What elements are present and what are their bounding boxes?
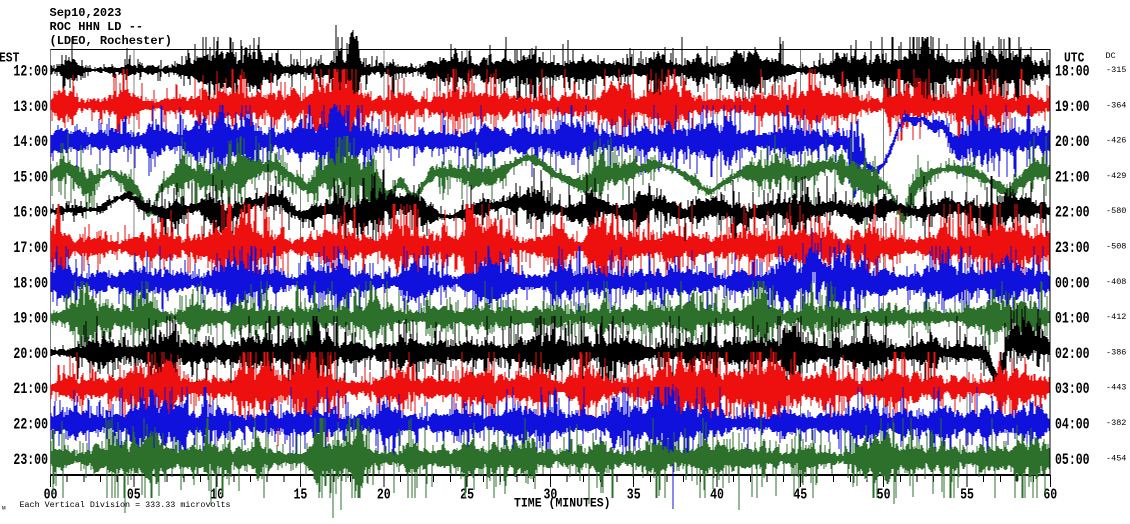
svg-text:EST: EST <box>0 49 20 65</box>
svg-text:14:00: 14:00 <box>13 133 48 151</box>
svg-text:Sep10,2023: Sep10,2023 <box>50 6 122 20</box>
svg-text:-443: -443 <box>1106 383 1126 393</box>
svg-text:05: 05 <box>127 487 141 504</box>
svg-text:20: 20 <box>377 487 391 504</box>
svg-text:21:00: 21:00 <box>13 381 48 399</box>
svg-text:20:00: 20:00 <box>1055 133 1090 151</box>
svg-text:20:00: 20:00 <box>13 345 48 363</box>
svg-text:DC: DC <box>1106 51 1116 61</box>
svg-text:55: 55 <box>960 487 974 504</box>
svg-text:18:00: 18:00 <box>1055 63 1090 81</box>
svg-text:21:00: 21:00 <box>1055 169 1090 187</box>
svg-text:45: 45 <box>793 487 807 504</box>
svg-text:25: 25 <box>460 487 474 504</box>
svg-text:16:00: 16:00 <box>13 204 48 222</box>
svg-text:22:00: 22:00 <box>1055 204 1090 222</box>
svg-text:-426: -426 <box>1106 136 1126 146</box>
svg-text:19:00: 19:00 <box>13 310 48 328</box>
svg-text:TIME (MINUTES): TIME (MINUTES) <box>514 496 611 511</box>
svg-text:-382: -382 <box>1106 418 1126 428</box>
svg-text:03:00: 03:00 <box>1055 381 1090 399</box>
svg-text:-580: -580 <box>1106 206 1126 216</box>
svg-text:00:00: 00:00 <box>1055 275 1090 293</box>
svg-text:30: 30 <box>543 487 557 504</box>
svg-text:(LDEO, Rochester): (LDEO, Rochester) <box>50 34 172 48</box>
svg-text:м: м <box>2 505 6 512</box>
svg-text:05:00: 05:00 <box>1055 451 1090 469</box>
svg-text:22:00: 22:00 <box>13 416 48 434</box>
svg-text:-315: -315 <box>1106 65 1126 75</box>
svg-text:18:00: 18:00 <box>13 275 48 293</box>
svg-text:15:00: 15:00 <box>13 169 48 187</box>
svg-text:10: 10 <box>210 487 224 504</box>
svg-text:15: 15 <box>293 487 307 504</box>
svg-text:-429: -429 <box>1106 171 1126 181</box>
svg-text:23:00: 23:00 <box>13 451 48 469</box>
svg-text:23:00: 23:00 <box>1055 239 1090 257</box>
svg-text:-454: -454 <box>1106 453 1126 463</box>
svg-text:-412: -412 <box>1106 312 1126 322</box>
svg-text:12:00: 12:00 <box>13 63 48 81</box>
svg-text:-386: -386 <box>1106 347 1126 357</box>
svg-text:UTC: UTC <box>1064 49 1085 65</box>
svg-text:-364: -364 <box>1106 100 1126 110</box>
svg-text:04:00: 04:00 <box>1055 416 1090 434</box>
svg-text:00: 00 <box>44 487 58 504</box>
svg-text:02:00: 02:00 <box>1055 345 1090 363</box>
svg-text:01:00: 01:00 <box>1055 310 1090 328</box>
svg-text:50: 50 <box>877 487 891 504</box>
svg-text:19:00: 19:00 <box>1055 98 1090 116</box>
svg-text:-408: -408 <box>1106 277 1126 287</box>
svg-text:13:00: 13:00 <box>13 98 48 116</box>
svg-text:40: 40 <box>710 487 724 504</box>
svg-text:ROC HHN LD --: ROC HHN LD -- <box>50 20 144 34</box>
svg-text:60: 60 <box>1043 487 1057 504</box>
svg-text:17:00: 17:00 <box>13 239 48 257</box>
svg-text:-508: -508 <box>1106 242 1126 252</box>
svg-text:35: 35 <box>627 487 641 504</box>
